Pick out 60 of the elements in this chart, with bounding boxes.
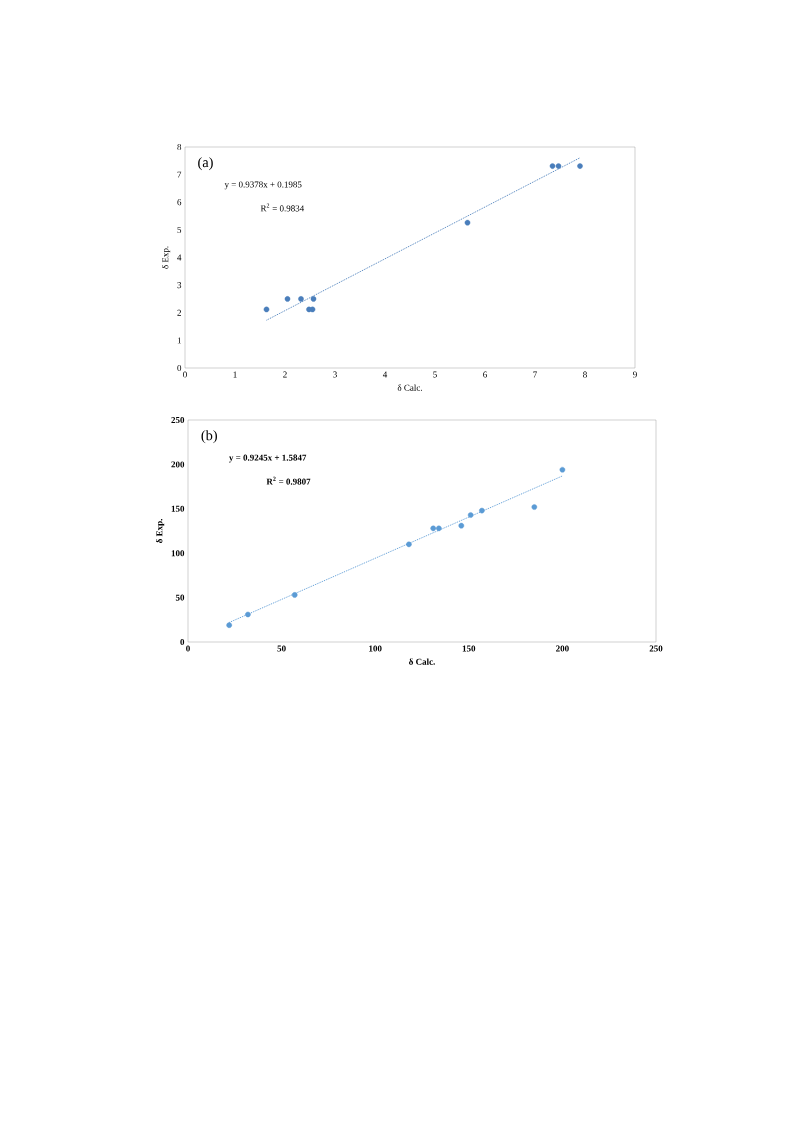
y-axis-title: δ Exp. xyxy=(156,519,165,543)
x-tick-label: 4 xyxy=(382,371,388,378)
point xyxy=(291,592,298,598)
point xyxy=(226,622,232,628)
annotation: y = 0.9245x + 1.5847 xyxy=(229,454,307,463)
annotation: y = 0.9378x + 0.1985 xyxy=(224,181,302,190)
annotation: R$^{2}$ = 0.9807 xyxy=(266,476,311,485)
point xyxy=(245,611,251,618)
point xyxy=(467,512,474,518)
x-axis-title: δ Calc. xyxy=(397,384,422,391)
x-tick-label: 8 xyxy=(583,371,587,378)
x-tick-label: 5 xyxy=(433,371,437,378)
x-tick-label: 0 xyxy=(186,645,190,652)
y-tick-label: 3 xyxy=(177,282,182,289)
annotation: R$^{2}$ = 0.9834 xyxy=(260,203,305,212)
y-tick-label: 8 xyxy=(177,143,182,151)
annotation: (b) xyxy=(201,430,217,444)
y-tick-label: 7 xyxy=(177,171,182,178)
x-tick-label: 3 xyxy=(333,371,337,378)
y-tick-label: 5 xyxy=(177,226,182,233)
point xyxy=(310,296,317,302)
x-tick-label: 100 xyxy=(369,645,382,652)
point xyxy=(577,163,583,169)
y-tick-label: 200 xyxy=(171,461,185,468)
y-tick-label: 4 xyxy=(177,254,182,261)
point xyxy=(464,219,471,226)
y-tick-label: 0 xyxy=(177,364,182,372)
point xyxy=(479,507,485,514)
x-tick-label: 2 xyxy=(283,371,287,378)
point xyxy=(309,306,316,313)
point xyxy=(458,522,465,529)
annotation: (a) xyxy=(198,157,213,171)
x-tick-label: 1 xyxy=(233,371,237,378)
point xyxy=(531,504,538,510)
point xyxy=(406,541,412,548)
x-tick-label: 150 xyxy=(462,645,476,652)
point xyxy=(549,163,556,169)
y-tick-label: 50 xyxy=(175,594,185,601)
point xyxy=(430,525,437,532)
x-tick-label: 7 xyxy=(533,371,537,378)
x-tick-label: 200 xyxy=(556,645,569,652)
y-axis-title: δ Exp. xyxy=(161,246,171,269)
x-tick-label: 50 xyxy=(277,645,286,652)
x-tick-label: 250 xyxy=(649,645,663,652)
point xyxy=(436,525,442,532)
y-tick-label: 2 xyxy=(177,309,181,316)
x-axis-title: δ Calc. xyxy=(409,658,435,665)
y-tick-label: 1 xyxy=(177,337,181,344)
y-tick-label: 250 xyxy=(171,416,185,424)
point xyxy=(298,296,304,302)
y-tick-label: 0 xyxy=(180,638,185,646)
point xyxy=(263,306,270,313)
y-tick-label: 6 xyxy=(177,199,182,206)
y-tick-label: 150 xyxy=(171,505,185,512)
x-tick-label: 9 xyxy=(633,371,637,378)
point xyxy=(284,296,291,302)
point xyxy=(559,466,566,473)
y-tick-label: 100 xyxy=(171,550,185,557)
x-tick-label: 6 xyxy=(483,371,487,378)
point xyxy=(555,163,562,169)
